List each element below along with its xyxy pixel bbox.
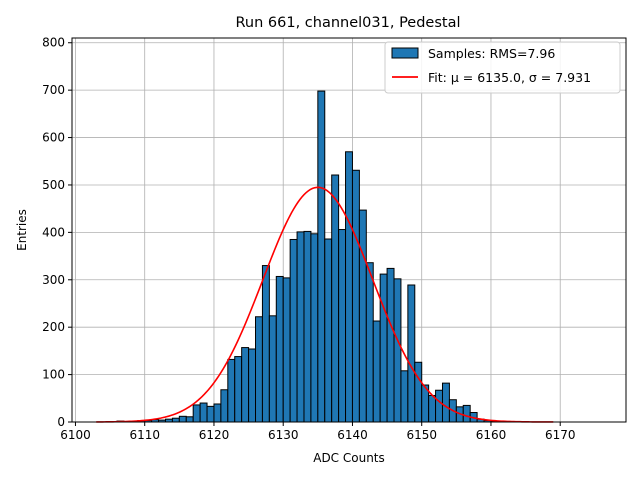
histogram-bar	[317, 90, 326, 423]
x-tick-label: 6150	[406, 428, 437, 442]
x-tick-label: 6170	[545, 428, 576, 442]
histogram-bar	[400, 370, 409, 423]
histogram-bar	[213, 403, 222, 423]
y-tick-label: 600	[42, 131, 65, 145]
x-tick-label: 6120	[199, 428, 230, 442]
legend-label-histogram: Samples: RMS=7.96	[428, 46, 555, 61]
histogram-bar	[303, 230, 312, 423]
histogram-bar	[462, 404, 471, 423]
histogram-bar	[220, 389, 229, 423]
y-tick-label: 700	[42, 83, 65, 97]
x-tick-label: 6100	[60, 428, 91, 442]
histogram-bar	[379, 273, 388, 423]
histogram-bar	[407, 284, 416, 423]
histogram-bar	[289, 238, 298, 423]
y-tick-label: 100	[42, 368, 65, 382]
histogram-bar	[206, 405, 215, 423]
histogram-bar	[324, 238, 333, 423]
histogram-bar	[351, 169, 360, 423]
histogram-bar	[192, 404, 201, 423]
gaussian-fit-line	[96, 186, 554, 423]
x-tick-label: 6130	[268, 428, 299, 442]
histogram-bar	[393, 278, 402, 423]
y-axis-label: Entries	[15, 209, 29, 251]
histogram-bar	[441, 382, 450, 423]
histogram-bar	[345, 151, 353, 423]
y-axis-ticks: 0 100 200 300 400 500 600 700 800	[42, 36, 72, 429]
histogram-bar	[261, 265, 270, 423]
histogram-bar	[227, 358, 236, 423]
histogram-bar	[372, 320, 381, 423]
y-tick-label: 500	[42, 178, 65, 192]
histogram-bar	[234, 356, 243, 423]
y-tick-label: 400	[42, 225, 65, 239]
x-tick-label: 6160	[476, 428, 507, 442]
x-tick-label: 6110	[129, 428, 160, 442]
histogram-bar	[386, 267, 395, 423]
histogram-bar	[275, 275, 284, 423]
histogram-bar	[255, 316, 263, 423]
histogram-bar	[338, 229, 347, 423]
legend-box	[384, 41, 621, 94]
histogram-bar	[199, 402, 208, 423]
histogram-bar	[365, 262, 374, 423]
histogram-bar	[414, 361, 423, 423]
histogram-bar	[428, 394, 437, 423]
x-axis-ticks: 6100 6110 6120 6130 6140 6150 6160 6170	[60, 422, 575, 442]
histogram-bar	[171, 417, 180, 423]
histogram-bar	[296, 231, 305, 423]
chart-title: Run 661, channel031, Pedestal	[235, 15, 460, 31]
histogram-bar	[358, 209, 367, 423]
histogram-bar	[435, 389, 443, 423]
histogram-bar	[248, 348, 257, 423]
histogram-bar	[282, 277, 291, 423]
histogram-bar	[178, 415, 187, 423]
x-tick-label: 6140	[337, 428, 368, 442]
histogram-bar	[310, 233, 319, 423]
histogram-bar	[331, 174, 340, 423]
histogram-bar	[241, 347, 250, 423]
y-tick-label: 0	[57, 415, 65, 429]
histogram-bar	[268, 315, 277, 423]
histogram-bar	[185, 416, 194, 423]
y-tick-label: 200	[42, 320, 65, 334]
legend: Samples: RMS=7.96 Fit: μ = 6135.0, σ = 7…	[384, 41, 621, 94]
y-tick-label: 800	[42, 36, 65, 50]
y-tick-label: 300	[42, 273, 65, 287]
legend-label-fit: Fit: μ = 6135.0, σ = 7.931	[428, 70, 591, 85]
legend-swatch-histogram	[391, 47, 419, 59]
x-axis-label: ADC Counts	[313, 451, 385, 465]
plot-frame	[71, 37, 627, 423]
